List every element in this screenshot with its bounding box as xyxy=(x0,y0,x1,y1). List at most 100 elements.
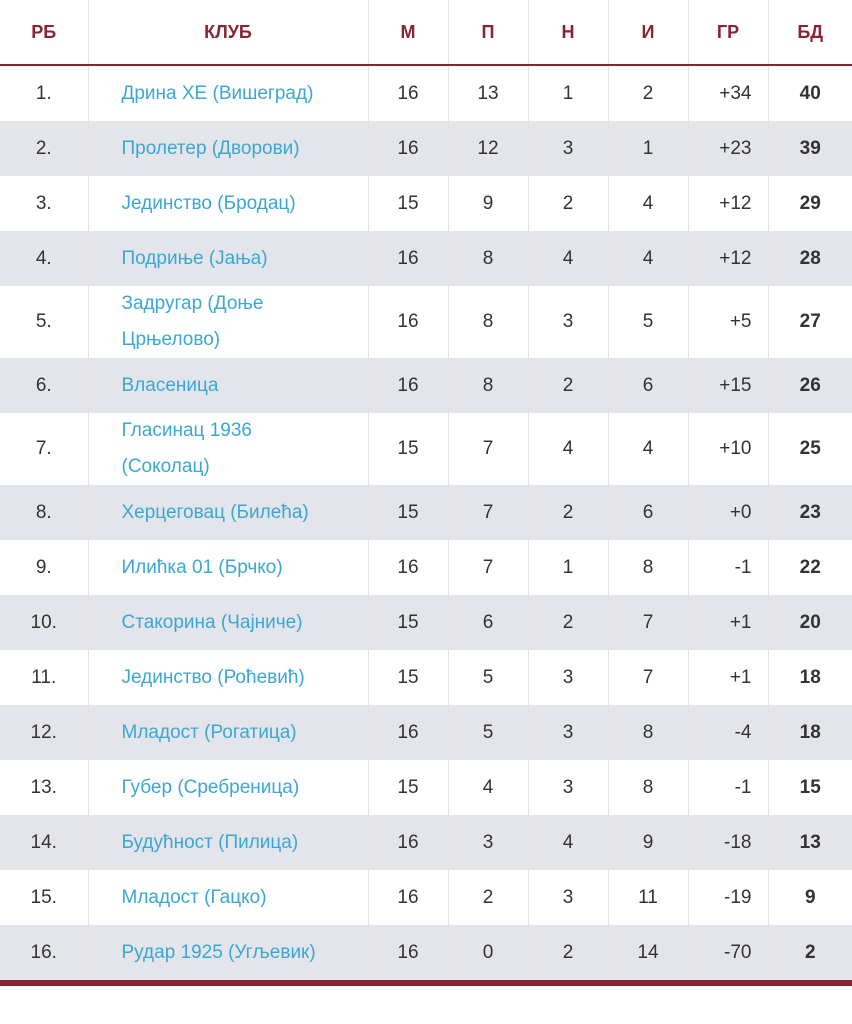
goal-diff-cell: +10 xyxy=(688,413,769,485)
drawn-cell: 2 xyxy=(528,595,609,650)
played-cell: 15 xyxy=(368,760,449,815)
goal-diff-cell: +23 xyxy=(688,121,769,176)
club-cell: Младост (Гацко) xyxy=(88,870,369,925)
club-cell: Илићка 01 (Брчко) xyxy=(88,540,369,595)
drawn-cell: 3 xyxy=(528,760,609,815)
rank-cell: 5. xyxy=(0,286,89,358)
table-row: 6. Власеница 16 8 2 6 +15 26 xyxy=(0,358,852,413)
points-cell: 26 xyxy=(768,358,852,413)
rank-cell: 13. xyxy=(0,760,89,815)
lost-cell: 2 xyxy=(608,65,689,121)
header-row: РБ КЛУБ М П Н И ГР БД xyxy=(0,0,852,66)
played-cell: 16 xyxy=(368,540,449,595)
rank-cell: 10. xyxy=(0,595,89,650)
won-cell: 8 xyxy=(448,231,529,286)
table-row: 15. Младост (Гацко) 16 2 3 11 -19 9 xyxy=(0,870,852,925)
drawn-cell: 1 xyxy=(528,540,609,595)
drawn-cell: 3 xyxy=(528,705,609,760)
rank-cell: 9. xyxy=(0,540,89,595)
won-cell: 6 xyxy=(448,595,529,650)
goal-diff-cell: -19 xyxy=(688,870,769,925)
played-cell: 16 xyxy=(368,925,449,983)
club-cell: Јединство (Бродац) xyxy=(88,176,369,231)
points-cell: 23 xyxy=(768,485,852,540)
won-cell: 4 xyxy=(448,760,529,815)
goal-diff-cell: -18 xyxy=(688,815,769,870)
goal-diff-cell: -1 xyxy=(688,540,769,595)
lost-cell: 8 xyxy=(608,760,689,815)
rank-cell: 6. xyxy=(0,358,89,413)
goal-diff-cell: +5 xyxy=(688,286,769,358)
table-row: 10. Стакорина (Чајниче) 15 6 2 7 +1 20 xyxy=(0,595,852,650)
goal-diff-cell: +34 xyxy=(688,65,769,121)
table-row: 9. Илићка 01 (Брчко) 16 7 1 8 -1 22 xyxy=(0,540,852,595)
played-cell: 15 xyxy=(368,176,449,231)
rank-cell: 4. xyxy=(0,231,89,286)
lost-cell: 8 xyxy=(608,540,689,595)
goal-diff-cell: +1 xyxy=(688,595,769,650)
lost-cell: 14 xyxy=(608,925,689,983)
club-cell: Губер (Сребреница) xyxy=(88,760,369,815)
lost-cell: 4 xyxy=(608,176,689,231)
points-cell: 15 xyxy=(799,776,821,798)
points-cell: 20 xyxy=(768,595,852,650)
club-cell: Задругар (Доње Црњелово) xyxy=(88,286,369,358)
table-row: 3. Јединство (Бродац) 15 9 2 4 +12 29 xyxy=(0,176,852,231)
drawn-cell: 3 xyxy=(528,870,609,925)
won-cell: 13 xyxy=(448,65,529,121)
drawn-cell: 1 xyxy=(528,65,609,121)
points-cell: 9 xyxy=(804,886,816,908)
column-header: П xyxy=(448,0,529,66)
won-cell: 8 xyxy=(448,286,529,358)
column-header: БД xyxy=(768,0,852,66)
drawn-cell: 4 xyxy=(528,815,609,870)
drawn-cell: 4 xyxy=(528,231,609,286)
won-cell: 7 xyxy=(448,413,529,485)
club-cell: Стакорина (Чајниче) xyxy=(88,595,369,650)
rank-cell: 12. xyxy=(0,705,89,760)
drawn-cell: 3 xyxy=(528,650,609,705)
lost-cell: 9 xyxy=(608,815,689,870)
table-row: 12. Младост (Рогатица) 16 5 3 8 -4 18 xyxy=(0,705,852,760)
rank-cell: 11. xyxy=(0,650,89,705)
rank-cell: 3. xyxy=(0,176,89,231)
points-cell: 27 xyxy=(799,311,821,332)
column-header: М xyxy=(368,0,449,66)
club-cell: Будућност (Пилица) xyxy=(88,815,369,870)
points-cell: 25 xyxy=(799,438,821,459)
club-cell: Јединство (Роћевић) xyxy=(88,650,369,705)
played-cell: 15 xyxy=(368,485,449,540)
won-cell: 2 xyxy=(448,870,529,925)
won-cell: 12 xyxy=(448,121,529,176)
lost-cell: 8 xyxy=(608,705,689,760)
lost-cell: 11 xyxy=(608,870,689,925)
lost-cell: 5 xyxy=(608,286,689,358)
rank-cell: 1. xyxy=(0,65,89,121)
drawn-cell: 3 xyxy=(528,286,609,358)
goal-diff-cell: +0 xyxy=(688,485,769,540)
goal-diff-cell: -70 xyxy=(688,925,769,983)
won-cell: 8 xyxy=(448,358,529,413)
club-cell: Рудар 1925 (Угљевик) xyxy=(88,925,369,983)
column-header: Н xyxy=(528,0,609,66)
table-row: 14. Будућност (Пилица) 16 3 4 9 -18 13 xyxy=(0,815,852,870)
played-cell: 16 xyxy=(368,358,449,413)
won-cell: 3 xyxy=(448,815,529,870)
played-cell: 16 xyxy=(368,231,449,286)
table-row: 8. Херцеговац (Билећа) 15 7 2 6 +0 23 xyxy=(0,485,852,540)
points-cell: 29 xyxy=(799,192,821,214)
goal-diff-cell: +15 xyxy=(688,358,769,413)
played-cell: 15 xyxy=(368,413,449,485)
club-cell: Младост (Рогатица) xyxy=(88,705,369,760)
lost-cell: 6 xyxy=(608,358,689,413)
drawn-cell: 2 xyxy=(528,176,609,231)
drawn-cell: 3 xyxy=(528,121,609,176)
lost-cell: 7 xyxy=(608,650,689,705)
column-header: ГР xyxy=(688,0,769,66)
rank-cell: 8. xyxy=(0,485,89,540)
points-cell: 18 xyxy=(768,705,852,760)
played-cell: 16 xyxy=(368,121,449,176)
points-cell: 2 xyxy=(768,925,852,983)
standings-table: РБ КЛУБ М П Н И ГР БД 1. Дрина ХЕ (Вишеград) 16 13… xyxy=(0,0,852,986)
